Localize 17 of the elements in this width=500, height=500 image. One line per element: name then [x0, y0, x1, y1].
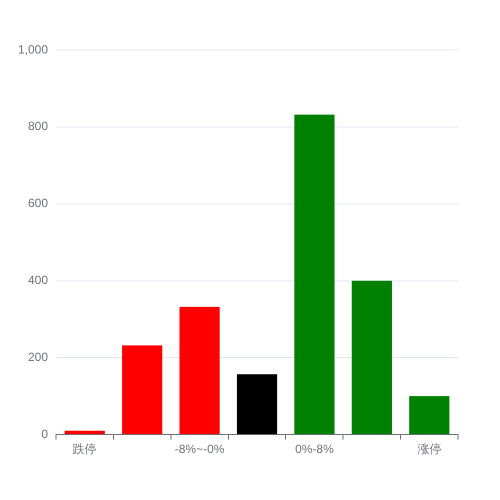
x-tick-label: 0%-8%	[295, 442, 334, 456]
x-tick-label: 涨停	[417, 442, 442, 456]
y-tick-label: 400	[28, 273, 48, 288]
y-tick-label: 600	[28, 196, 48, 210]
x-tick-label: 跌停	[72, 442, 97, 456]
bar	[64, 430, 105, 434]
bar	[179, 306, 220, 434]
bar	[236, 374, 278, 434]
bar	[352, 280, 392, 434]
bar	[294, 114, 335, 434]
y-tick-label: 800	[28, 119, 48, 134]
bar	[409, 396, 450, 434]
bar	[122, 345, 162, 434]
y-tick-label: 1,000	[18, 42, 48, 56]
x-tick-label: -8%~-0%	[174, 442, 225, 456]
y-tick-label: 0	[41, 426, 48, 441]
y-tick-label: 200	[28, 350, 48, 364]
